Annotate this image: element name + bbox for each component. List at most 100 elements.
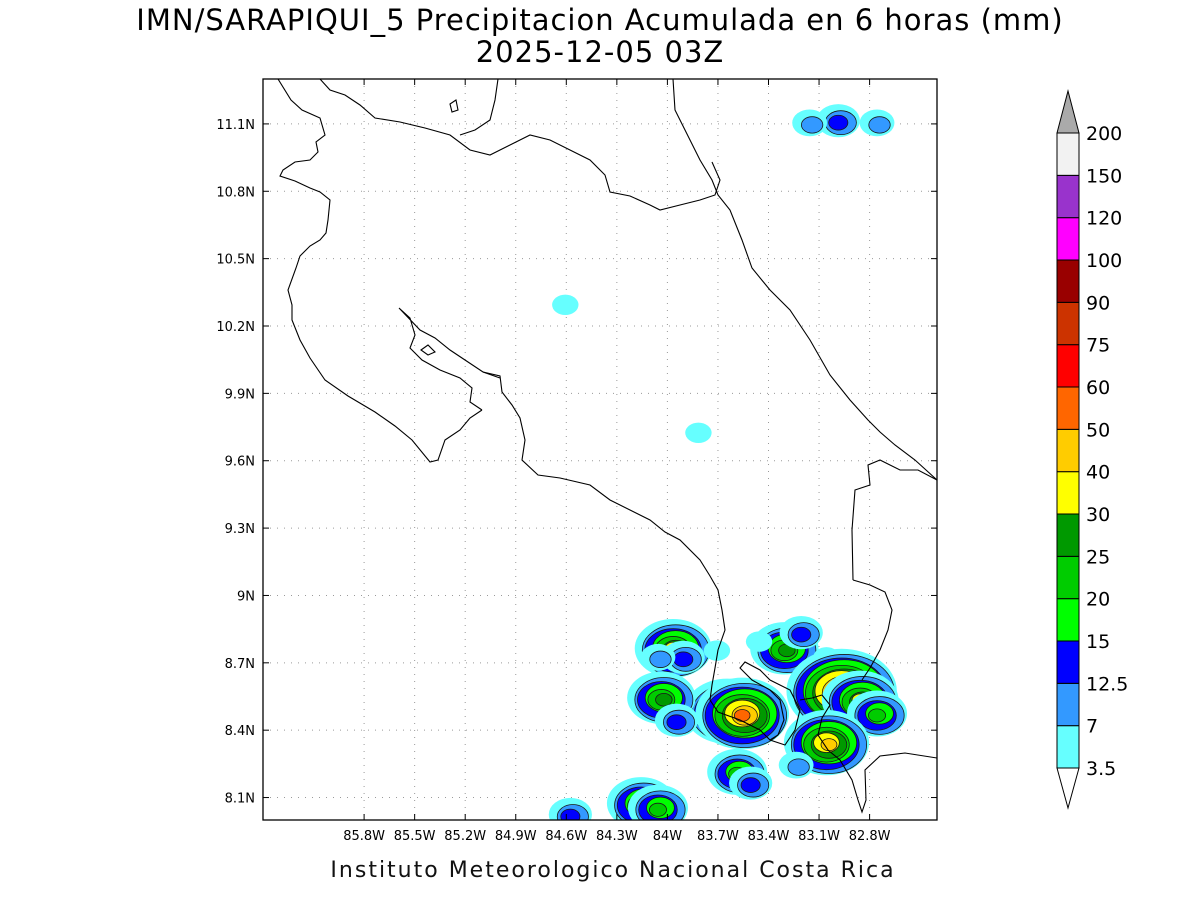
- precip-cell: [778, 751, 814, 779]
- colorbar-swatch: [1056, 428, 1080, 473]
- colorbar-level-label: 40: [1086, 462, 1110, 484]
- map-subtitle-date: 2025-12-05 03Z: [476, 35, 725, 69]
- colorbar-legend: 3.5 7 12.5 15 20 25 30 40 50 60 75 90 100 120 150 200: [1056, 89, 1128, 810]
- lat-tick-label: 10.5N: [216, 253, 255, 268]
- precip-contour: [801, 116, 824, 134]
- lat-tick-label: 11.1N: [216, 118, 255, 133]
- pacific-coast-central: [482, 371, 801, 746]
- lat-tick-label: 9N: [237, 589, 255, 604]
- colorbar-swatch: [1056, 386, 1080, 430]
- colorbar-swatch: [1056, 259, 1080, 303]
- colorbar-level-label: 50: [1086, 419, 1110, 441]
- precip-contour: [868, 116, 891, 134]
- nicaragua-lake-shore: [319, 79, 721, 211]
- colorbar-swatch: [1056, 132, 1080, 176]
- precipitation-fields: [548, 104, 908, 820]
- colorbar-level-label: 7: [1086, 716, 1098, 738]
- precip-cell: [640, 643, 676, 671]
- colorbar-level-label: 15: [1086, 631, 1110, 653]
- precip-contour: [820, 738, 838, 752]
- colorbar-level-label: 25: [1086, 546, 1110, 568]
- lon-tick-label: 85.8W: [343, 829, 385, 844]
- precip-cell: [685, 422, 712, 443]
- precip-contour: [666, 714, 687, 730]
- latitude-axis: 8.1N 8.4N 8.7N 9N 9.3N 9.6N 9.9N 10.2N 10.5N 10.8…: [216, 118, 937, 807]
- lon-tick-label: 85.2W: [444, 829, 486, 844]
- map-gridlines: [263, 79, 937, 820]
- colorbar-swatch: [1056, 344, 1080, 388]
- caribbean-coast: [672, 79, 937, 481]
- colorbar-level-label: 12.5: [1086, 673, 1128, 695]
- precip-contour: [552, 294, 579, 315]
- colorbar-level-label: 75: [1086, 335, 1110, 357]
- colorbar-level-label: 120: [1086, 208, 1122, 230]
- colorbar-arrow-high: [1056, 89, 1080, 134]
- colorbar-swatch: [1056, 640, 1080, 684]
- map-title: IMN/SARAPIQUI_5 Precipitacion Acumulada …: [136, 3, 1063, 37]
- lon-tick-label: 84W: [653, 829, 683, 844]
- lat-tick-label: 8.4N: [225, 724, 255, 739]
- lon-tick-label: 84.9W: [495, 829, 537, 844]
- precip-cell: [859, 109, 895, 137]
- precip-contour: [791, 626, 812, 643]
- precip-cell: [745, 631, 773, 652]
- colorbar-level-label: 90: [1086, 292, 1110, 314]
- credit-footer: Instituto Meteorologico Nacional Costa R…: [330, 858, 895, 883]
- colorbar-swatch: [1056, 217, 1080, 261]
- precip-cell: [729, 766, 773, 800]
- lat-tick-label: 8.1N: [225, 792, 255, 807]
- longitude-axis: 85.8W 85.5W 85.2W 84.9W 84.6W 84.3W 84W 83.7W 83…: [343, 79, 891, 844]
- colorbar-swatch: [1056, 513, 1080, 557]
- lat-tick-label: 10.2N: [216, 320, 255, 335]
- lon-tick-label: 82.8W: [849, 829, 891, 844]
- colorbar-swatch: [1056, 598, 1080, 642]
- precip-cell: [548, 797, 592, 820]
- precip-contour: [703, 640, 731, 661]
- lat-tick-label: 8.7N: [225, 657, 255, 672]
- precip-cell: [847, 690, 908, 737]
- precip-contour: [655, 692, 673, 707]
- colorbar-swatch: [1056, 725, 1080, 769]
- precip-cell: [661, 640, 705, 674]
- colorbar-level-label: 150: [1086, 165, 1122, 187]
- colorbar-swatch: [1056, 174, 1080, 219]
- coastline-borders: [277, 79, 937, 814]
- colorbar-level-label: 3.5: [1086, 758, 1116, 780]
- precip-cell: [779, 616, 823, 650]
- nicaragua-costa-rica-border: [277, 79, 483, 463]
- panama-border: [851, 459, 937, 681]
- lon-tick-label: 84.6W: [545, 829, 587, 844]
- precip-contour: [685, 422, 712, 443]
- precip-contour: [673, 651, 694, 668]
- precip-contour: [745, 631, 773, 652]
- precip-contour: [740, 777, 761, 793]
- lat-tick-label: 9.6N: [225, 455, 255, 470]
- lon-tick-label: 83.7W: [697, 829, 739, 844]
- lat-tick-label: 10.8N: [216, 185, 255, 200]
- map-plot-area: 85.8W 85.5W 85.2W 84.9W 84.6W 84.3W 84W 83.7W 83…: [216, 78, 938, 844]
- precip-contour: [828, 114, 849, 131]
- precip-contour: [734, 709, 751, 722]
- colorbar-level-label: 20: [1086, 589, 1110, 611]
- precip-contour: [649, 802, 667, 817]
- map-frame: [262, 78, 938, 821]
- lon-tick-label: 83.1W: [798, 829, 840, 844]
- precip-cell: [654, 703, 699, 737]
- precip-cell: [695, 677, 790, 750]
- precip-contour: [868, 708, 886, 723]
- lat-tick-label: 9.9N: [225, 387, 255, 402]
- precip-cell: [792, 109, 828, 137]
- lon-tick-label: 84.3W: [596, 829, 638, 844]
- colorbar-level-label: 30: [1086, 504, 1110, 526]
- precip-contour: [649, 650, 672, 668]
- colorbar-swatch: [1056, 471, 1080, 515]
- lat-tick-label: 9.3N: [225, 522, 255, 537]
- osa-golfo-dulce-coast: [799, 694, 937, 814]
- colorbar-swatch: [1056, 301, 1080, 346]
- precip-cell: [703, 640, 731, 661]
- colorbar-swatch: [1056, 682, 1080, 727]
- precip-contour: [787, 758, 810, 776]
- lon-tick-label: 85.5W: [394, 829, 436, 844]
